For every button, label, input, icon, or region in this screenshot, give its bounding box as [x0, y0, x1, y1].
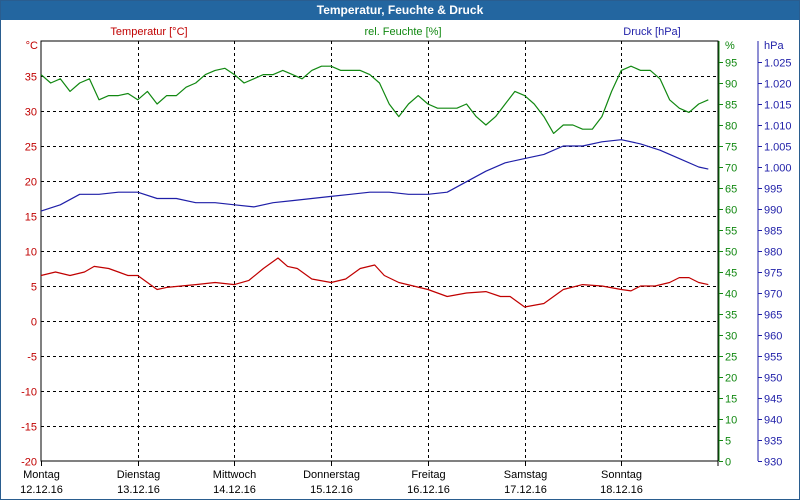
- pressure-tick-label: 1.000: [764, 163, 792, 175]
- temperature-tick-label: 35: [25, 72, 37, 84]
- x-tick-date: 18.12.16: [600, 484, 643, 496]
- pressure-tick-label: 950: [764, 373, 782, 385]
- pressure-tick-label: 955: [764, 352, 782, 364]
- humidity-tick-label: 0: [725, 457, 731, 469]
- pressure-tick-label: 930: [764, 457, 782, 469]
- x-tick-date: 14.12.16: [213, 484, 256, 496]
- x-tick-day: Donnerstag: [303, 469, 360, 481]
- pressure-tick-label: 990: [764, 205, 782, 217]
- humidity-tick-label: 20: [725, 373, 737, 385]
- humidity-tick-label: 55: [725, 226, 737, 238]
- humidity-tick-label: 70: [725, 163, 737, 175]
- pressure-tick-label: 965: [764, 310, 782, 322]
- humidity-tick-label: 35: [725, 310, 737, 322]
- x-tick-day: Samstag: [504, 469, 547, 481]
- pressure-unit: hPa: [764, 40, 784, 52]
- humidity-tick-label: 65: [725, 184, 737, 196]
- x-tick-date: 16.12.16: [407, 484, 450, 496]
- humidity-tick-label: 45: [725, 268, 737, 280]
- x-tick-date: 15.12.16: [310, 484, 353, 496]
- temperature-tick-label: -15: [21, 422, 37, 434]
- humidity-axis-label: rel. Feuchte [%]: [364, 26, 441, 38]
- temperature-tick-label: 5: [31, 282, 37, 294]
- humidity-tick-label: 95: [725, 58, 737, 70]
- humidity-tick-label: 75: [725, 142, 737, 154]
- temperature-tick-label: 10: [25, 247, 37, 259]
- humidity-tick-label: 30: [725, 331, 737, 343]
- temperature-tick-label: 0: [31, 317, 37, 329]
- humidity-tick-label: 15: [725, 394, 737, 406]
- temperature-series-line: [40, 257, 709, 308]
- humidity-series-line: [40, 65, 709, 134]
- x-tick-day: Sonntag: [601, 469, 642, 481]
- humidity-tick-label: 85: [725, 100, 737, 112]
- chart-title: Temperatur, Feuchte & Druck: [1, 1, 799, 20]
- temperature-tick-label: 30: [25, 107, 37, 119]
- pressure-tick-label: 960: [764, 331, 782, 343]
- x-tick-date: 12.12.16: [20, 484, 63, 496]
- pressure-tick-label: 1.025: [764, 58, 792, 70]
- humidity-tick-label: 10: [725, 415, 737, 427]
- grid: [40, 40, 719, 462]
- pressure-tick-label: 945: [764, 394, 782, 406]
- pressure-tick-label: 1.010: [764, 121, 792, 133]
- series: [40, 65, 709, 308]
- temperature-unit: °C: [26, 40, 38, 52]
- x-tick-date: 13.12.16: [117, 484, 160, 496]
- humidity-unit: %: [725, 40, 735, 52]
- x-tick-day: Dienstag: [117, 469, 160, 481]
- pressure-tick-label: 970: [764, 289, 782, 301]
- pressure-tick-label: 980: [764, 247, 782, 259]
- pressure-tick-label: 975: [764, 268, 782, 280]
- humidity-tick-label: 90: [725, 79, 737, 91]
- pressure-tick-label: 1.005: [764, 142, 792, 154]
- temperature-axis-label: Temperatur [°C]: [110, 26, 187, 38]
- temperature-tick-label: -10: [21, 387, 37, 399]
- temperature-tick-label: 15: [25, 212, 37, 224]
- temperature-tick-label: 20: [25, 177, 37, 189]
- pressure-series-line: [40, 139, 709, 212]
- pressure-tick-label: 995: [764, 184, 782, 196]
- pressure-tick-label: 1.015: [764, 100, 792, 112]
- pressure-tick-label: 940: [764, 415, 782, 427]
- pressure-tick-label: 935: [764, 436, 782, 448]
- humidity-tick-label: 80: [725, 121, 737, 133]
- x-tick-day: Freitag: [411, 469, 445, 481]
- humidity-tick-label: 60: [725, 205, 737, 217]
- temperature-tick-label: -5: [27, 352, 37, 364]
- pressure-axis-label: Druck [hPa]: [623, 26, 680, 38]
- humidity-tick-label: 25: [725, 352, 737, 364]
- axes: -20 -15 -10 -5 0 5 10 15 20 25 30 35 Montag 12.12.16 D…: [20, 41, 792, 496]
- humidity-tick-label: 50: [725, 247, 737, 259]
- pressure-tick-label: 1.020: [764, 79, 792, 91]
- humidity-tick-label: 5: [725, 436, 731, 448]
- pressure-tick-label: 985: [764, 226, 782, 238]
- temperature-tick-label: 25: [25, 142, 37, 154]
- humidity-tick-label: 40: [725, 289, 737, 301]
- x-tick-date: 17.12.16: [504, 484, 547, 496]
- x-tick-day: Mittwoch: [213, 469, 256, 481]
- x-tick-day: Montag: [23, 469, 60, 481]
- temperature-tick-label: -20: [21, 457, 37, 469]
